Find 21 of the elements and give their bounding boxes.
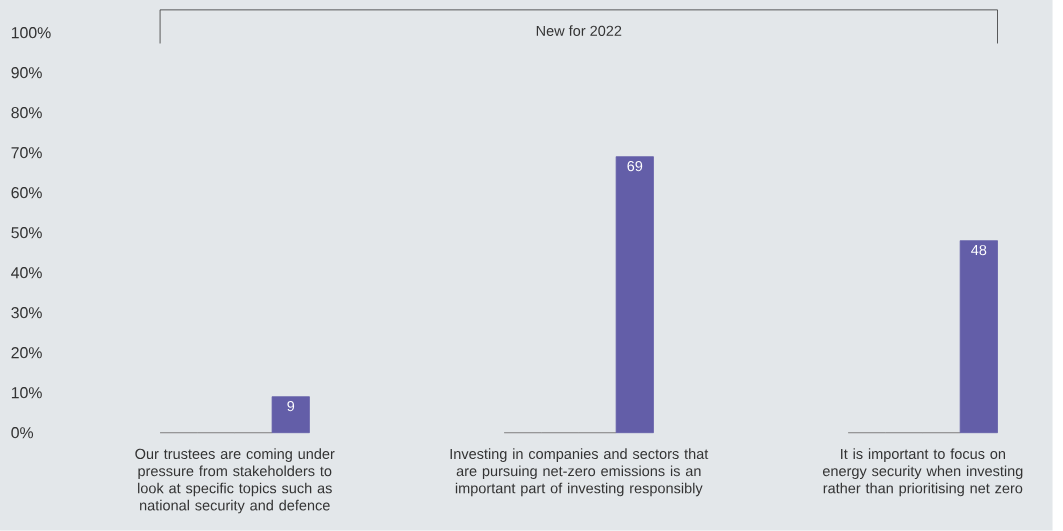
data-label: 69 — [627, 161, 643, 172]
y-tick-label: 50% — [11, 227, 42, 239]
y-tick-label: 70% — [11, 147, 42, 159]
x-tick-label: It is important to focus on energy security when investing rather than prioritising net zero — [822, 448, 1023, 497]
y-tick-label: 10% — [11, 387, 42, 399]
y-tick-label: 90% — [11, 67, 42, 79]
y-tick-label: 40% — [11, 267, 42, 279]
y-tick-label: 30% — [11, 307, 42, 319]
bar — [271, 396, 310, 434]
bar — [615, 156, 654, 434]
x-tick-label: Our trustees are coming under pressure from stakeholders to look at specific topics such as national security and defence — [135, 448, 335, 514]
bar — [959, 240, 998, 434]
y-tick-label: 80% — [11, 107, 42, 119]
y-tick-label: 0% — [11, 427, 34, 439]
y-tick-label: 20% — [11, 347, 42, 359]
x-tick-label: Investing in companies and sectors that are pursuing net-zero emissions is an important part of investing responsibly — [450, 448, 709, 497]
annotation: New for 2022 — [536, 25, 622, 37]
y-tick-label: 100% — [11, 27, 51, 39]
data-label: 48 — [971, 245, 987, 256]
data-label: 9 — [287, 401, 295, 412]
y-tick-label: 60% — [11, 187, 42, 199]
